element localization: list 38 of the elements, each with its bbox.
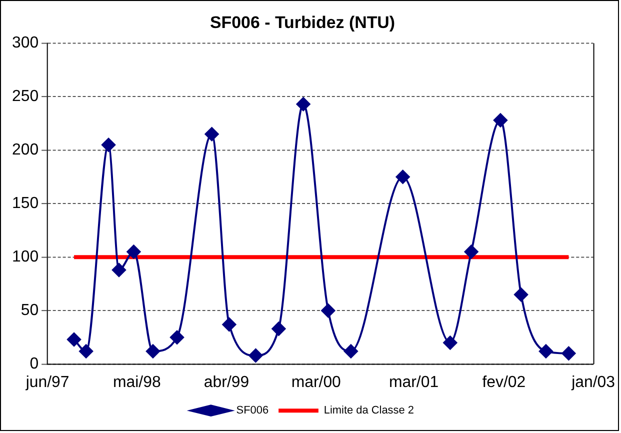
legend-label: SF006 (236, 404, 269, 417)
point (562, 346, 576, 360)
x-tick-label: jun/97 (24, 374, 70, 392)
y-tick-label: 150 (12, 195, 39, 212)
legend-label: Limite da Classe 2 (324, 404, 414, 417)
y-tick-label: 50 (20, 302, 39, 320)
point (514, 288, 528, 302)
point (126, 244, 141, 259)
point (112, 263, 126, 277)
point (396, 170, 410, 184)
y-tick-label: 0 (30, 356, 39, 372)
x-tick-label: fev/02 (482, 374, 526, 392)
point (443, 336, 458, 350)
y-tick-label: 200 (12, 142, 39, 159)
point (272, 322, 286, 336)
point (321, 304, 336, 318)
point (493, 113, 508, 128)
point (67, 332, 82, 346)
y-tick-label: 100 (12, 248, 39, 266)
point (222, 318, 236, 332)
point (146, 344, 160, 358)
point (248, 348, 263, 363)
point (344, 344, 358, 358)
point (102, 138, 116, 152)
point (538, 344, 553, 358)
x-tick-label: mai/98 (112, 374, 161, 392)
y-tick-label: 250 (12, 88, 39, 106)
x-tick-label: mar/01 (388, 374, 439, 392)
chart-title: SF006 - Turbidez (NTU) (210, 12, 396, 32)
x-tick-label: abr/99 (204, 374, 250, 392)
x-tick-label: mar/00 (291, 374, 342, 392)
point (204, 127, 219, 142)
x-tick-label: jan/03 (570, 374, 616, 392)
point (296, 97, 310, 112)
point (170, 330, 184, 344)
point (79, 344, 94, 358)
point (464, 244, 478, 259)
y-tick-label: 300 (12, 34, 39, 52)
